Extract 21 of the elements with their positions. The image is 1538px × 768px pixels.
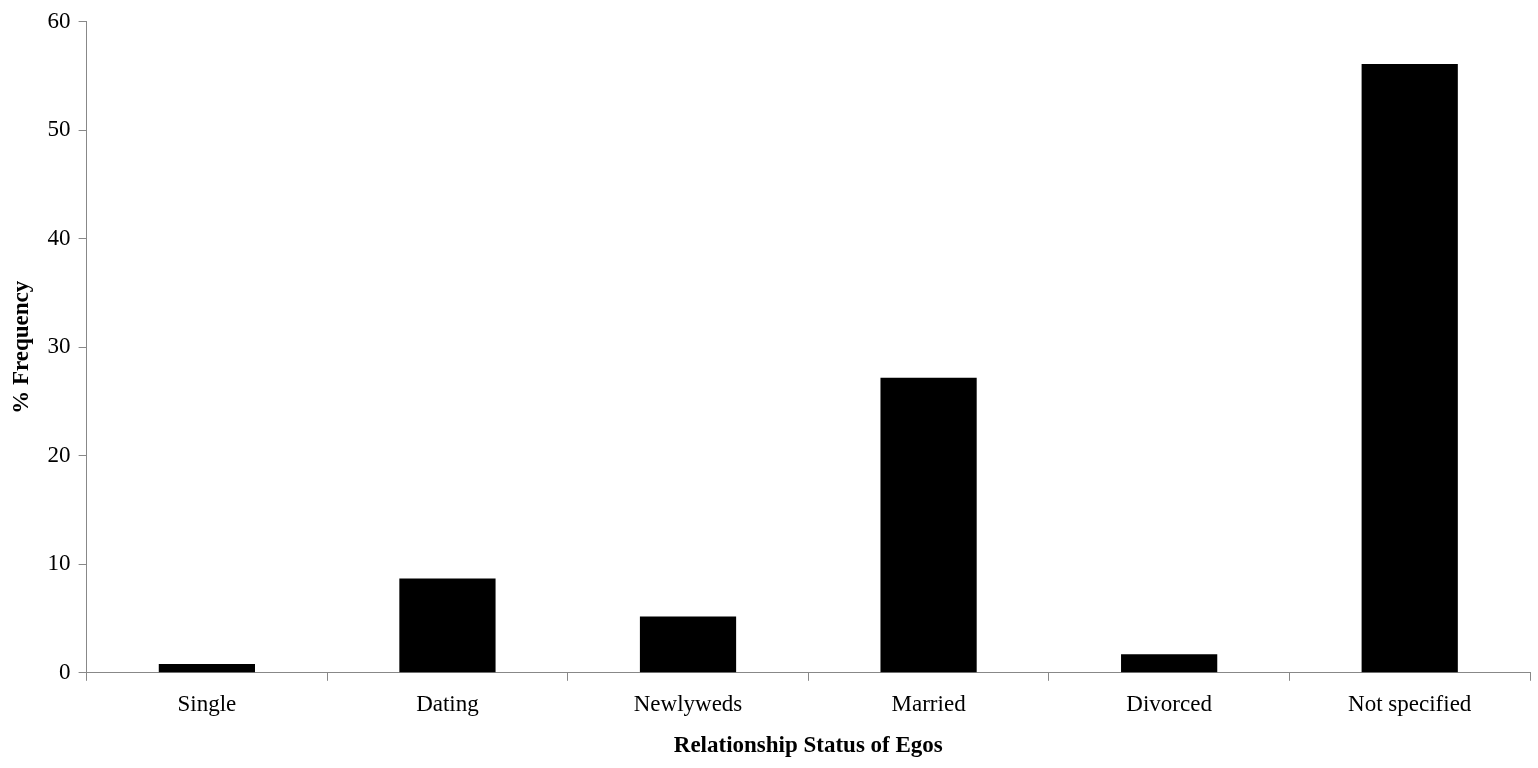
bar xyxy=(158,664,255,673)
bar xyxy=(1121,654,1218,673)
x-axis-title: Relationship Status of Egos xyxy=(673,732,943,758)
y-axis-title: % Frequency xyxy=(7,280,33,414)
y-tick-label: 0 xyxy=(59,658,71,684)
x-tick-label: Not specified xyxy=(1348,690,1472,716)
y-tick-label: 30 xyxy=(47,333,71,359)
x-tick-label: Divorced xyxy=(1126,690,1213,716)
bar xyxy=(880,377,977,673)
y-tick-label: 40 xyxy=(47,224,71,250)
y-tick-label: 10 xyxy=(47,550,71,576)
y-tick-label: 60 xyxy=(47,7,71,33)
x-tick-label: Married xyxy=(891,690,967,716)
bar xyxy=(399,578,496,673)
bar xyxy=(1361,64,1458,673)
x-tick-label: Newlyweds xyxy=(633,690,743,716)
x-tick-label: Dating xyxy=(416,690,480,716)
y-tick-label: 50 xyxy=(47,116,71,142)
x-tick-label: Single xyxy=(177,690,237,716)
bar xyxy=(639,616,737,673)
y-tick-label: 20 xyxy=(47,441,71,467)
